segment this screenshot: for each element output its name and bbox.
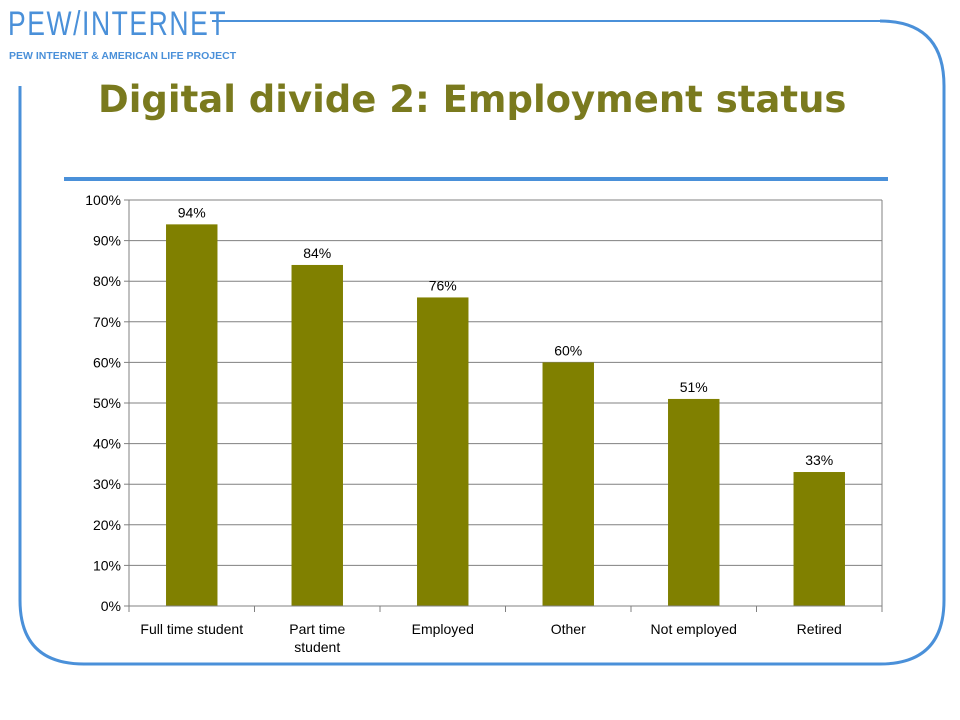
bar <box>417 297 469 606</box>
data-label: 76% <box>429 277 457 293</box>
bars <box>166 224 845 607</box>
y-tick-label: 90% <box>93 233 121 249</box>
data-label: 60% <box>554 342 582 358</box>
title-underline <box>64 177 888 181</box>
y-tick-label: 50% <box>93 395 121 411</box>
y-tick-label: 30% <box>93 476 121 492</box>
axes <box>124 199 883 612</box>
bar <box>542 362 594 606</box>
category-label-line: Not employed <box>651 621 737 637</box>
category-label: Other <box>551 621 586 637</box>
data-label: 51% <box>680 379 708 395</box>
labels: 0% 10% 20% 30% 40% 50% 60% 70% 80% 90% 100% 94% Full… <box>85 192 842 655</box>
rounded-border <box>18 19 946 666</box>
bar <box>793 472 845 606</box>
bar <box>291 264 343 606</box>
category-label-line: Part time <box>289 621 345 637</box>
y-tick-label: 100% <box>85 192 121 208</box>
y-tick-label: 80% <box>93 273 121 289</box>
data-label: 84% <box>303 245 331 261</box>
category-label: Part time student <box>289 621 345 655</box>
data-label: 33% <box>805 452 833 468</box>
category-label-line: Retired <box>797 621 842 637</box>
y-tick-label: 40% <box>93 436 121 452</box>
category-label-line: Employed <box>412 621 474 637</box>
logo-text-internet: INTERNET <box>82 5 228 43</box>
category-label: Employed <box>412 621 474 637</box>
data-label: 94% <box>178 204 206 220</box>
category-label-line: Other <box>551 621 586 637</box>
bar <box>166 224 218 607</box>
category-label: Full time student <box>140 621 243 637</box>
gridlines <box>129 199 883 606</box>
logo-slash: / <box>73 5 83 43</box>
category-label: Retired <box>797 621 842 637</box>
logo-text-pew: PEW <box>8 5 74 43</box>
logo-subtitle: PEW INTERNET & AMERICAN LIFE PROJECT <box>9 50 237 62</box>
bar <box>668 398 720 606</box>
category-label-line: student <box>294 639 340 655</box>
y-tick-label: 10% <box>93 557 121 573</box>
y-tick-label: 70% <box>93 314 121 330</box>
pew-internet-logo: PEW/INTERNET <box>8 4 227 44</box>
category-label-line: Full time student <box>140 621 243 637</box>
y-tick-label: 60% <box>93 354 121 370</box>
y-tick-label: 0% <box>101 598 121 614</box>
y-tick-label: 20% <box>93 517 121 533</box>
slide-title: Digital divide 2: Employment status <box>98 78 847 121</box>
category-label: Not employed <box>651 621 737 637</box>
